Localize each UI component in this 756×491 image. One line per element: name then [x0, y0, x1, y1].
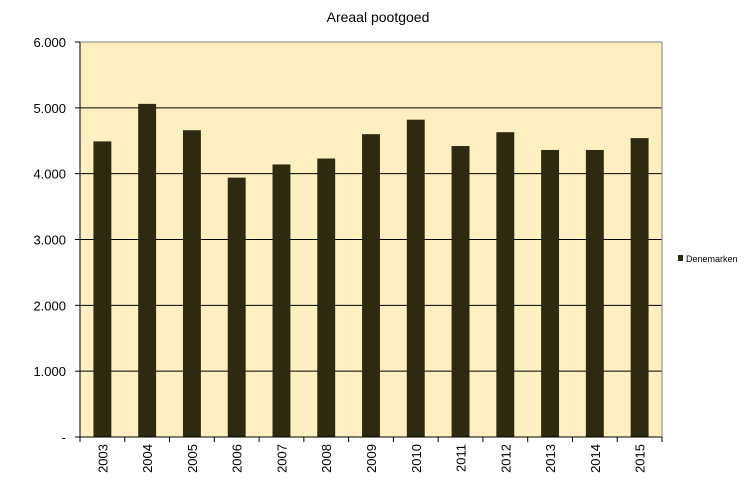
x-tick-label: 2014 — [588, 444, 603, 473]
x-tick-label: 2011 — [454, 444, 469, 472]
bar — [630, 138, 649, 437]
bars — [93, 103, 649, 438]
bar — [406, 119, 425, 437]
bar — [496, 132, 515, 438]
x-tick-label: 2013 — [543, 444, 558, 473]
y-tick-label: 5.000 — [33, 101, 66, 116]
x-tick-labels: 2003 2004 2005 2006 2007 2008 2009 2010 2011 2012… — [95, 444, 647, 473]
x-tick-label: 2007 — [274, 444, 289, 473]
x-tick-label: 2005 — [185, 444, 200, 473]
bar — [138, 103, 157, 437]
y-tick-labels: - 1.000 2.000 3.000 4.000 5.000 6.000 — [33, 35, 66, 445]
x-tick-label: 2003 — [95, 444, 110, 473]
bar — [93, 141, 112, 438]
y-tick-label: 2.000 — [33, 298, 66, 313]
bar — [585, 149, 604, 437]
legend-label: Denemarken — [686, 254, 738, 264]
x-tick-label: 2012 — [498, 444, 513, 473]
bar — [227, 177, 246, 437]
x-tick-label: 2015 — [633, 444, 648, 473]
y-tick-label: 4.000 — [33, 167, 66, 182]
x-tick-label: 2006 — [230, 444, 245, 473]
y-tick-label: - — [62, 430, 66, 445]
chart-title: Areaal pootgoed — [327, 9, 430, 25]
bar — [362, 134, 380, 437]
x-tick-label: 2009 — [364, 444, 379, 473]
x-tick-label: 2010 — [409, 444, 424, 473]
legend: Denemarken — [678, 254, 738, 264]
bar — [272, 164, 291, 437]
x-tick-label: 2004 — [140, 444, 155, 473]
bar — [451, 146, 470, 437]
y-tick-label: 6.000 — [33, 35, 66, 50]
axes — [79, 41, 663, 442]
x-tick-label: 2008 — [319, 444, 334, 473]
bar — [541, 149, 560, 437]
y-tick-label: 1.000 — [33, 364, 66, 379]
bar — [317, 158, 336, 437]
y-tick-label: 3.000 — [33, 233, 66, 248]
bar — [182, 130, 201, 437]
legend-swatch — [678, 255, 683, 261]
